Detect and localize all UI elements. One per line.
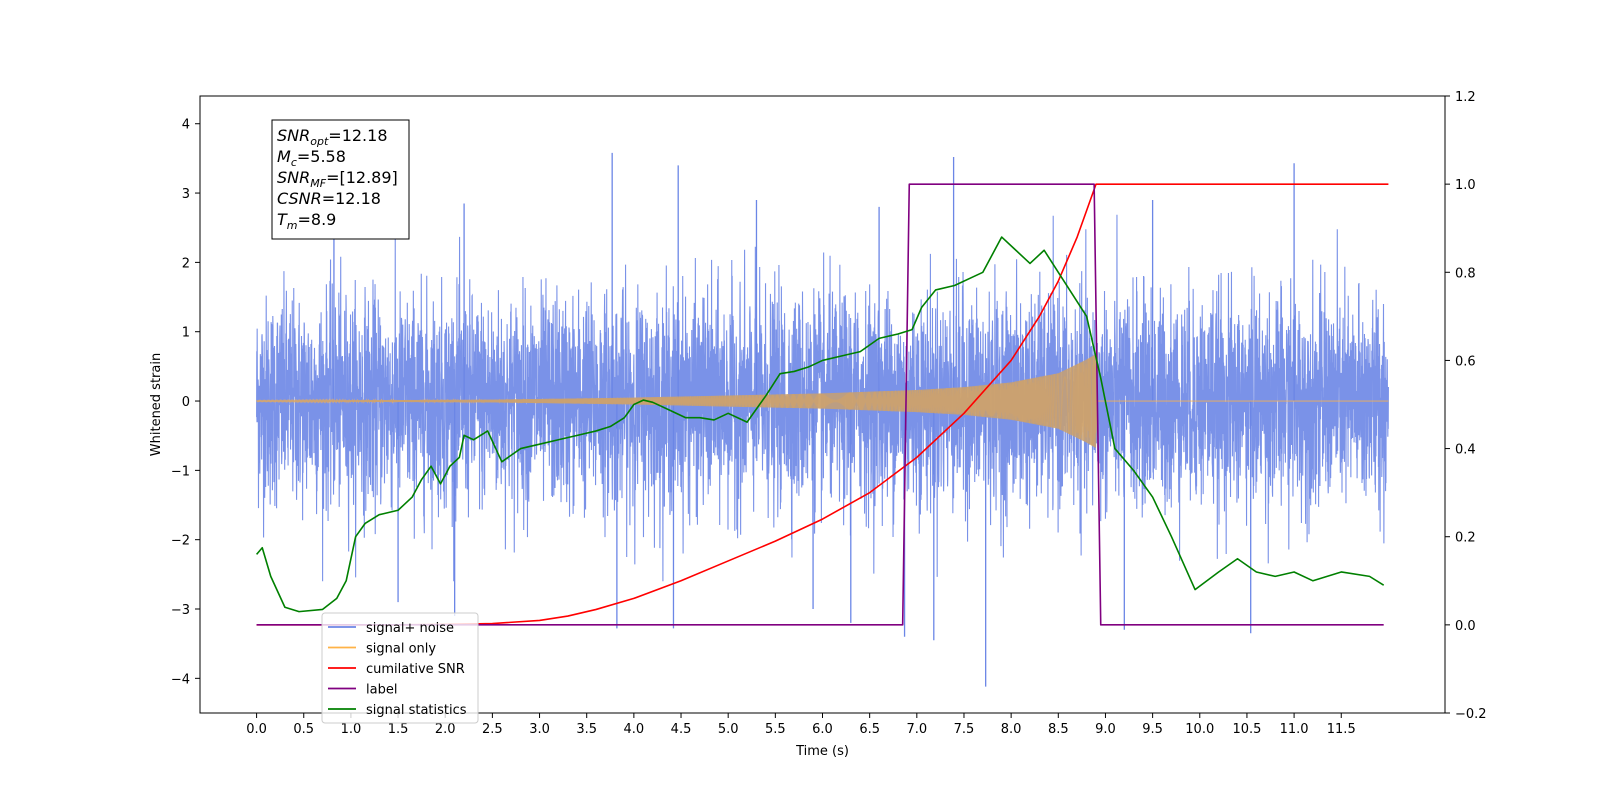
x-tick-label: 9.0	[1095, 722, 1116, 737]
annotation-symbol: SNR	[277, 126, 310, 145]
annotation-symbol: SNR	[277, 168, 310, 187]
legend-item: signal only	[328, 642, 436, 657]
annotation-symbol: T	[277, 210, 288, 229]
x-tick-label: 7.0	[906, 722, 927, 737]
annotation-line: CSNR=12.18	[277, 189, 381, 208]
x-tick-label: 2.5	[482, 722, 503, 737]
y-right-tick-label: 0.2	[1455, 531, 1476, 546]
y-axis-label: Whitened strain	[149, 353, 164, 456]
legend-label: signal only	[366, 642, 436, 657]
annotation-subscript: opt	[310, 135, 329, 148]
x-tick-label: 2.0	[435, 722, 456, 737]
legend-label: signal+ noise	[366, 621, 454, 636]
legend-label: cumilative SNR	[366, 662, 465, 677]
y-tick-label: −1	[171, 464, 190, 479]
series-signal-only	[256, 353, 1389, 449]
annotation-frame	[271, 119, 410, 240]
annotation-line: Mc=5.58	[277, 147, 346, 169]
y-axis-left: −4 −3 −2 −1 0 1 2 3 4	[171, 118, 200, 687]
y-tick-label: 0	[182, 395, 190, 410]
annotation-subscript: m	[287, 219, 298, 232]
annotation-box: SNRopt=12.18Mc=5.58SNRMF=[12.89]CSNR=12.…	[271, 119, 410, 240]
x-tick-label: 1.5	[388, 722, 409, 737]
x-tick-label: 7.5	[954, 722, 975, 737]
plot-area	[255, 152, 1389, 687]
x-tick-label: 0.5	[293, 722, 314, 737]
series-signal-noise-trace	[256, 214, 1389, 582]
series-signal-statistics	[255, 236, 1385, 613]
y-right-tick-label: 1.0	[1455, 178, 1476, 193]
annotation-line: SNRopt=12.18	[277, 126, 388, 148]
series-label	[256, 183, 1384, 626]
annotation-value: =[12.89]	[326, 168, 398, 187]
annotation-value: =12.18	[328, 126, 387, 145]
series-signal-only-envelope	[256, 353, 1098, 449]
annotation-subscript: MF	[310, 177, 326, 190]
annotation-line: Tm=8.9	[277, 210, 336, 232]
legend: signal+ noise signal only cumilative SNR la…	[321, 612, 479, 724]
y-right-tick-label: 0.0	[1455, 619, 1476, 634]
legend-label: signal statistics	[366, 703, 467, 718]
x-tick-label: 11.5	[1327, 722, 1356, 737]
x-tick-label: 11.0	[1280, 722, 1309, 737]
y-right-tick-label: −0.2	[1455, 707, 1487, 722]
annotation-symbol: M	[277, 147, 291, 166]
x-tick-label: 10.0	[1185, 722, 1214, 737]
legend-label: label	[366, 683, 397, 698]
x-tick-label: 9.5	[1142, 722, 1163, 737]
y-right-tick-label: 0.6	[1455, 354, 1476, 369]
annotation-symbol: CSNR	[277, 189, 322, 208]
x-tick-label: 3.5	[576, 722, 597, 737]
x-tick-label: 5.5	[765, 722, 786, 737]
x-tick-label: 1.0	[341, 722, 362, 737]
legend-item: label	[328, 683, 397, 698]
y-axis-right: −0.2 0.0 0.2 0.4 0.6 0.8 1.0 1.2	[1445, 90, 1487, 722]
x-tick-label: 6.5	[859, 722, 880, 737]
x-tick-label: 0.0	[246, 722, 267, 737]
x-tick-label: 4.0	[624, 722, 645, 737]
annotation-subscript: c	[291, 156, 297, 169]
series-signal-noise	[256, 152, 1389, 687]
legend-frame	[321, 612, 479, 724]
y-right-tick-label: 1.2	[1455, 90, 1476, 105]
annotation-value: =12.18	[322, 189, 381, 208]
annotation-line: SNRMF=[12.89]	[277, 168, 398, 190]
y-tick-label: 4	[182, 118, 190, 133]
x-axis: 0.0 0.5 1.0 1.5 2.0 2.5 3.0 3.5 4.0 4.5 5.0 5.5 6.0 6…	[246, 713, 1356, 737]
x-tick-label: 8.5	[1048, 722, 1069, 737]
y-tick-label: 1	[182, 326, 190, 341]
x-tick-label: 6.0	[812, 722, 833, 737]
series-cumilative-snr	[256, 183, 1389, 626]
legend-item: signal+ noise	[328, 621, 454, 636]
x-tick-label: 4.5	[671, 722, 692, 737]
legend-item: signal statistics	[328, 703, 467, 718]
x-tick-label: 8.0	[1001, 722, 1022, 737]
y-tick-label: −4	[171, 672, 190, 687]
legend-item: cumilative SNR	[328, 662, 465, 677]
x-axis-label: Time (s)	[795, 744, 849, 759]
y-tick-label: −3	[171, 603, 190, 618]
annotation-value: =8.9	[298, 210, 337, 229]
y-tick-label: 2	[182, 256, 190, 271]
x-tick-label: 5.0	[718, 722, 739, 737]
y-right-tick-label: 0.4	[1455, 443, 1476, 458]
x-tick-label: 3.0	[529, 722, 550, 737]
x-tick-label: 10.5	[1232, 722, 1261, 737]
annotation-value: =5.58	[297, 147, 346, 166]
y-tick-label: −2	[171, 534, 190, 549]
y-tick-label: 3	[182, 187, 190, 202]
y-right-tick-label: 0.8	[1455, 266, 1476, 281]
